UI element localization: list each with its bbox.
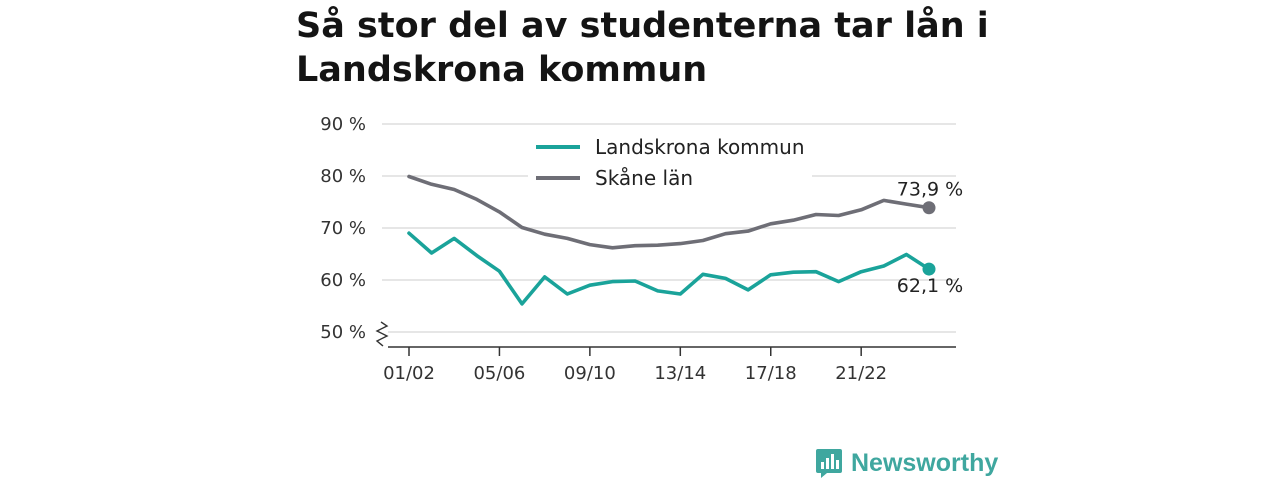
x-tick-label: 05/06 — [473, 363, 525, 384]
legend: Landskrona kommun Skåne län — [528, 128, 812, 190]
legend-label-2: Skåne län — [595, 166, 693, 190]
y-tick-label: 90 % — [320, 114, 366, 135]
y-axis-labels: 50 % 60 % 70 % 80 % 90 % — [320, 114, 366, 343]
x-tick-label: 01/02 — [383, 363, 435, 384]
x-tick-label: 13/14 — [654, 363, 706, 384]
x-axis — [374, 320, 956, 348]
brand-logo: Newsworthy — [815, 447, 998, 479]
x-axis-labels: 01/02 05/06 09/10 13/14 17/18 21/22 — [383, 347, 887, 384]
series-line-1 — [407, 231, 931, 306]
y-tick-label: 80 % — [320, 166, 366, 187]
series-line-2 — [407, 174, 931, 250]
x-tick-label: 09/10 — [564, 363, 616, 384]
series-lines — [407, 174, 936, 306]
axis-break-icon — [375, 321, 389, 347]
brand-name: Newsworthy — [851, 448, 999, 477]
y-tick-label: 70 % — [320, 218, 366, 239]
y-tick-label: 60 % — [320, 270, 366, 291]
end-labels: 62,1 % 73,9 % — [897, 179, 963, 297]
chart-title: Så stor del av studenterna tar lån i Lan… — [296, 6, 989, 90]
end-label-2: 73,9 % — [897, 179, 963, 201]
end-label-1: 62,1 % — [897, 275, 963, 297]
grid-lines — [382, 123, 956, 333]
newsworthy-logo-icon — [816, 449, 842, 478]
x-tick-label: 17/18 — [745, 363, 797, 384]
legend-label-1: Landskrona kommun — [595, 135, 805, 159]
x-tick-label: 21/22 — [835, 363, 887, 384]
y-tick-label: 50 % — [320, 322, 366, 343]
series-end-point-1 — [922, 262, 936, 276]
series-end-point-2 — [922, 201, 936, 215]
